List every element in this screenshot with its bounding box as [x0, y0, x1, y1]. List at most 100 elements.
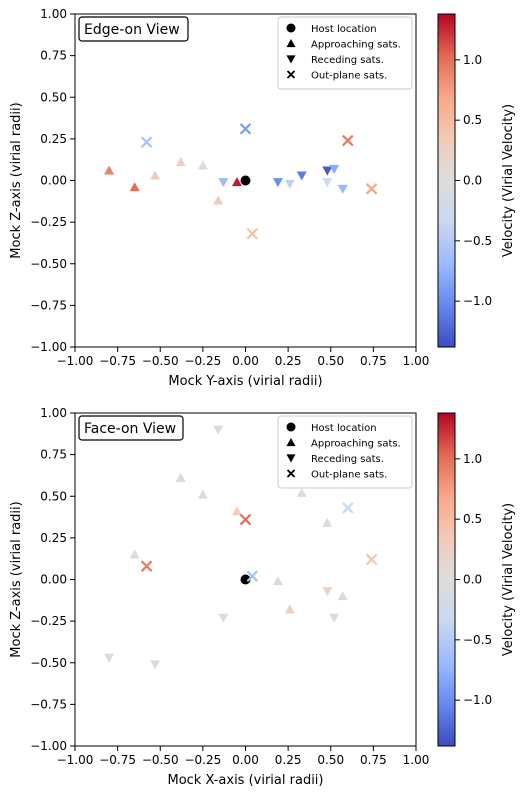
data-point-triangle-down [337, 184, 348, 194]
data-point-triangle-down [296, 171, 307, 181]
legend-box [277, 16, 413, 90]
x-tick-label: 1.00 [403, 753, 430, 767]
y-tick-label: −0.75 [30, 298, 67, 312]
data-point-x [365, 183, 378, 195]
x-axis-label: Mock Y-axis (virial radii) [168, 374, 322, 389]
x-tick-label: 0.00 [232, 753, 259, 767]
data-point-triangle-up [231, 506, 242, 516]
legend-box [277, 415, 413, 489]
colorbar-tick-label: 1.0 [463, 53, 482, 67]
data-point-x [239, 513, 252, 526]
data-point-triangle-down [329, 613, 340, 623]
x-tick-label: −0.50 [142, 753, 179, 767]
legend: Host location Approaching sats. Receding s… [277, 415, 413, 489]
data-point-x [342, 134, 354, 147]
colorbar-tick-label: 0.0 [463, 573, 482, 587]
x-tick-label: −0.50 [142, 354, 179, 368]
chart-title: Edge-on View [84, 22, 180, 38]
data-point-triangle-up [129, 549, 140, 559]
data-point-triangle-down [329, 164, 340, 174]
data-point-triangle-down [322, 178, 333, 188]
panel-edge-on: −1.00 −0.75 −0.50 −0.25 0.00 0.25 0.50 0.75 1.00… [9, 7, 516, 389]
data-point-triangle-down [284, 179, 295, 189]
x-tick-label: −1.00 [57, 354, 94, 368]
x-tick-label: 1.00 [403, 354, 430, 368]
x-tick-label: −1.00 [57, 753, 94, 767]
data-point-x [140, 136, 153, 148]
data-point-x [140, 560, 153, 572]
data-point-triangle-down [272, 178, 283, 188]
title-box: Face-on View [78, 415, 184, 441]
y-tick-label: −0.50 [30, 656, 67, 670]
y-tick-label: 0.25 [40, 531, 67, 545]
legend-label: Out-plane sats. [311, 71, 387, 82]
legend-marker-x [286, 70, 296, 79]
colorbar-ticks: −1.0 −0.5 0.0 0.5 1.0 [455, 53, 492, 308]
chart-title: Face-on View [84, 421, 176, 437]
title-box-frame [78, 415, 184, 441]
x-axis-label: Mock X-axis (virial radii) [167, 773, 323, 788]
y-axis-label: Mock Z-axis (virial radii) [9, 102, 24, 258]
y-tick-label: 0.50 [40, 489, 67, 503]
legend-marker-circle [286, 422, 296, 432]
legend-marker-x [286, 469, 296, 478]
colorbar-tick-label: 0.5 [463, 512, 482, 526]
title-box: Edge-on View [78, 16, 189, 42]
legend-label: Approaching sats. [311, 439, 401, 450]
colorbar-ticks: −1.0 −0.5 0.0 0.5 1.0 [455, 452, 492, 707]
data-point-triangle-down [104, 653, 115, 663]
y-tick-label: 0.25 [40, 132, 67, 146]
colorbar-tick-label: −1.0 [463, 693, 492, 707]
markers [104, 425, 378, 670]
data-point-triangle-up [197, 160, 208, 170]
colorbar-tick-label: 0.5 [463, 113, 482, 127]
y-tick-label: −1.00 [30, 340, 67, 354]
markers [104, 123, 378, 240]
data-point-triangle-up [272, 576, 283, 586]
data-point-triangle-up [322, 517, 333, 527]
y-axis-label: Mock Z-axis (virial radii) [9, 501, 24, 657]
legend-label: Approaching sats. [311, 40, 401, 51]
data-point-triangle-up [129, 182, 140, 192]
x-ticks: −1.00 −0.75 −0.50 −0.25 0.00 0.25 0.50 0.75 1.00 [57, 746, 430, 767]
data-point-triangle-up [104, 165, 115, 175]
data-point-triangle-down [150, 660, 161, 670]
colorbar-tick-label: 1.0 [463, 452, 482, 466]
x-tick-label: 0.00 [232, 354, 259, 368]
data-point-triangle-up [175, 472, 186, 482]
data-point-triangle-up [231, 177, 242, 187]
legend-marker-triangle-up [286, 438, 296, 447]
x-tick-label: 0.75 [360, 354, 387, 368]
x-tick-label: −0.75 [99, 753, 136, 767]
data-point-circle [240, 175, 251, 186]
legend-marker-triangle-down [286, 454, 296, 463]
y-tick-label: 1.00 [40, 7, 67, 21]
data-point-x [365, 553, 378, 566]
colorbar-label: Velocity (Virial Velocity) [501, 503, 516, 656]
data-point-x [246, 228, 259, 240]
data-point-triangle-up [197, 489, 208, 499]
data-point-triangle-up [175, 157, 186, 167]
legend-label: Receding sats. [311, 55, 384, 66]
y-tick-label: 0.00 [40, 174, 67, 188]
x-tick-label: 0.50 [317, 354, 344, 368]
colorbar-gradient [437, 412, 456, 747]
data-point-x [246, 570, 259, 582]
data-point-triangle-up [213, 195, 224, 205]
x-tick-label: −0.25 [184, 354, 221, 368]
y-ticks: −1.00 −0.75 −0.50 −0.25 0.00 0.25 0.50 0.75 1.00 [30, 406, 75, 753]
title-box-frame [78, 16, 189, 42]
data-point-triangle-up [150, 170, 161, 180]
legend-label: Receding sats. [311, 454, 384, 465]
data-point-triangle-down [213, 425, 224, 435]
y-tick-label: −0.25 [30, 614, 67, 628]
x-ticks: −1.00 −0.75 −0.50 −0.25 0.00 0.25 0.50 0.75 1.00 [57, 347, 430, 368]
legend-marker-triangle-down [286, 55, 296, 64]
colorbar-tick-label: −1.0 [463, 294, 492, 308]
x-tick-label: 0.75 [360, 753, 387, 767]
y-tick-label: −0.75 [30, 697, 67, 711]
data-point-triangle-down [322, 587, 333, 597]
data-point-circle [240, 574, 251, 585]
y-tick-label: −1.00 [30, 739, 67, 753]
